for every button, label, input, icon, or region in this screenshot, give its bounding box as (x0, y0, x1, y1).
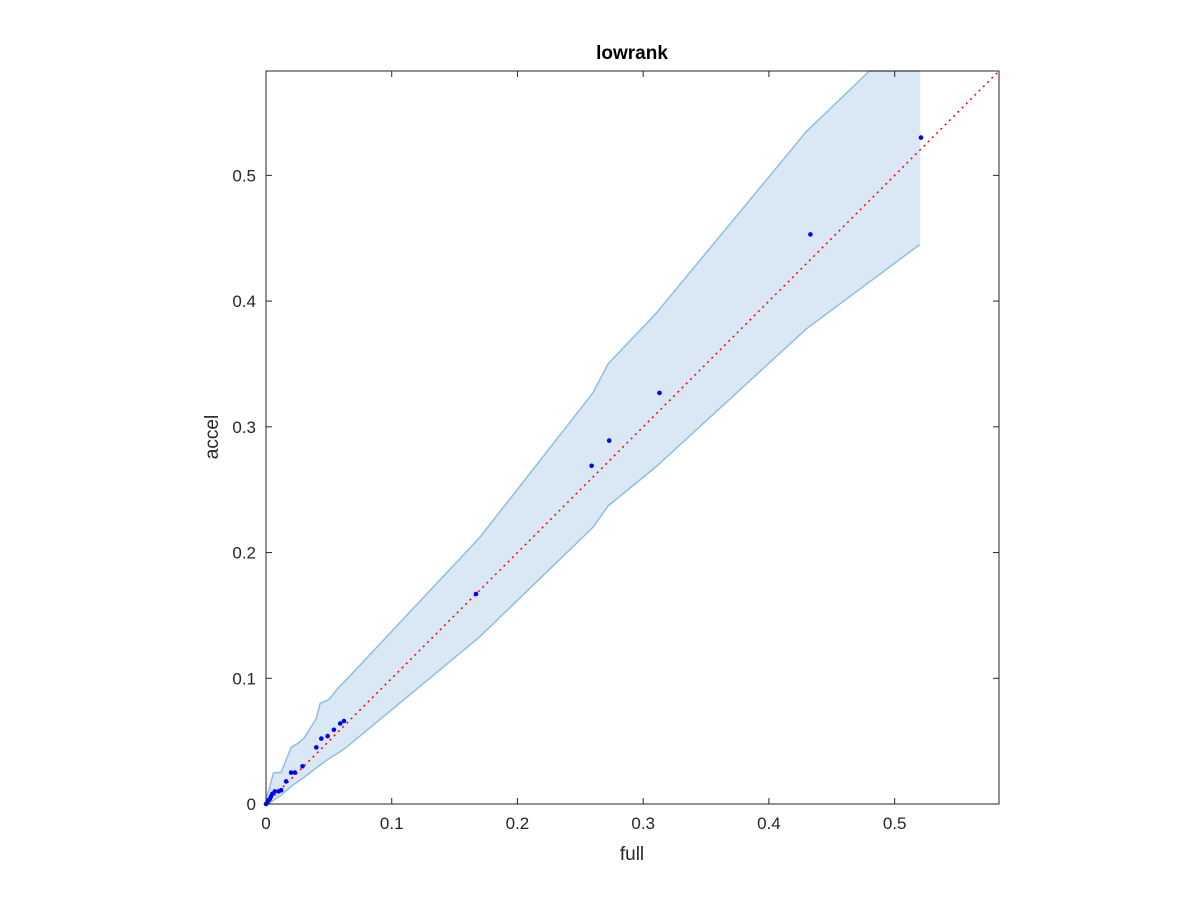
y-tick-label: 0.3 (232, 418, 256, 437)
x-tick-label: 0.1 (380, 814, 404, 833)
y-tick-label: 0.5 (232, 166, 256, 185)
data-point (272, 789, 278, 794)
data-point (473, 591, 479, 597)
data-point (325, 733, 330, 739)
x-tick-label: 0.5 (883, 814, 907, 833)
data-point (918, 135, 924, 140)
data-point (278, 787, 284, 793)
data-point (341, 718, 347, 724)
data-point (300, 764, 305, 769)
confidence-band-fill (266, 71, 920, 804)
y-tick-label: 0 (247, 795, 256, 814)
confidence-band-layer (265, 70, 921, 805)
y-axis-label: accel (202, 415, 223, 459)
data-point (283, 779, 289, 784)
y-tick-label: 0.1 (232, 669, 256, 688)
data-point (808, 232, 813, 237)
chart-title: lowrank (596, 43, 668, 64)
y-tick-label: 0.4 (232, 292, 256, 311)
x-tick-label: 0.3 (631, 814, 655, 833)
data-point (337, 721, 343, 726)
data-point (657, 390, 662, 396)
data-point (288, 770, 294, 775)
x-axis-label: full (620, 844, 644, 865)
axis-ticks-layer: 0 0.1 0.2 0.3 0.4 0.5 0 0.1 0.2 0.3 0.4 0.5 (232, 71, 999, 833)
data-point (314, 745, 319, 750)
plot-frame (265, 70, 1000, 805)
y-tick-label: 0.2 (232, 544, 256, 563)
x-tick-label: 0.4 (757, 814, 781, 833)
data-points-layer (263, 135, 924, 807)
band-upper-edge (265, 70, 920, 800)
data-point (292, 770, 298, 775)
data-point (606, 438, 612, 443)
x-tick-label: 0 (261, 814, 270, 833)
data-point (589, 463, 594, 469)
data-point (319, 736, 324, 741)
band-lower-edge (266, 243, 921, 805)
data-point (331, 727, 337, 733)
x-tick-label: 0.2 (506, 814, 530, 833)
